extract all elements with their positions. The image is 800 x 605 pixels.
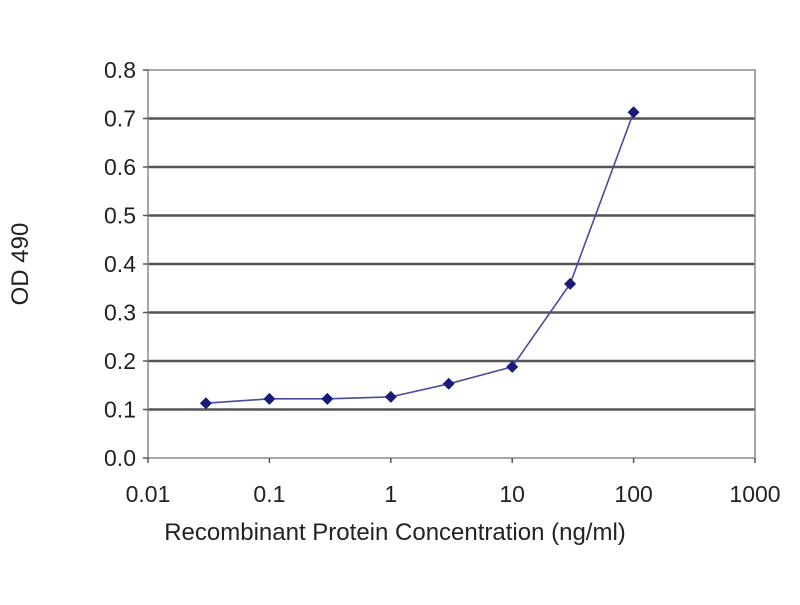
data-point	[321, 392, 334, 405]
y-tick-label: 0.2	[104, 348, 136, 374]
data-point	[199, 397, 212, 410]
x-tick-label: 10	[499, 481, 525, 507]
y-tick-label: 0.0	[104, 445, 136, 471]
y-tick-label: 0.3	[104, 300, 136, 326]
y-tick-label: 0.7	[104, 106, 136, 132]
x-axis-label: Recombinant Protein Concentration (ng/ml…	[164, 519, 626, 546]
x-tick-label: 0.1	[253, 481, 285, 507]
series	[199, 106, 640, 410]
x-axis-ticks: 0.01 0.1 1 10 100 1000	[126, 458, 781, 507]
data-point	[506, 360, 519, 373]
y-tick-label: 0.4	[104, 251, 136, 277]
data-point	[384, 390, 397, 403]
y-tick-label: 0.1	[104, 397, 136, 423]
data-point	[263, 392, 276, 405]
gridlines	[148, 117, 755, 411]
y-tick-label: 0.6	[104, 154, 136, 180]
y-tick-label: 0.8	[104, 57, 136, 83]
series-line	[205, 111, 635, 404]
x-tick-label: 1	[384, 481, 397, 507]
data-point	[442, 377, 455, 390]
x-tick-label: 0.01	[126, 481, 171, 507]
data-point	[627, 106, 640, 119]
y-tick-label: 0.5	[104, 203, 136, 229]
x-tick-label: 1000	[729, 481, 780, 507]
y-axis-label: OD 490	[7, 223, 34, 306]
data-point	[564, 277, 577, 290]
x-tick-label: 100	[614, 481, 652, 507]
y-axis-ticks: 0.0 0.1 0.2 0.3 0.4 0.5 0.6 0.7 0.8	[104, 57, 148, 471]
